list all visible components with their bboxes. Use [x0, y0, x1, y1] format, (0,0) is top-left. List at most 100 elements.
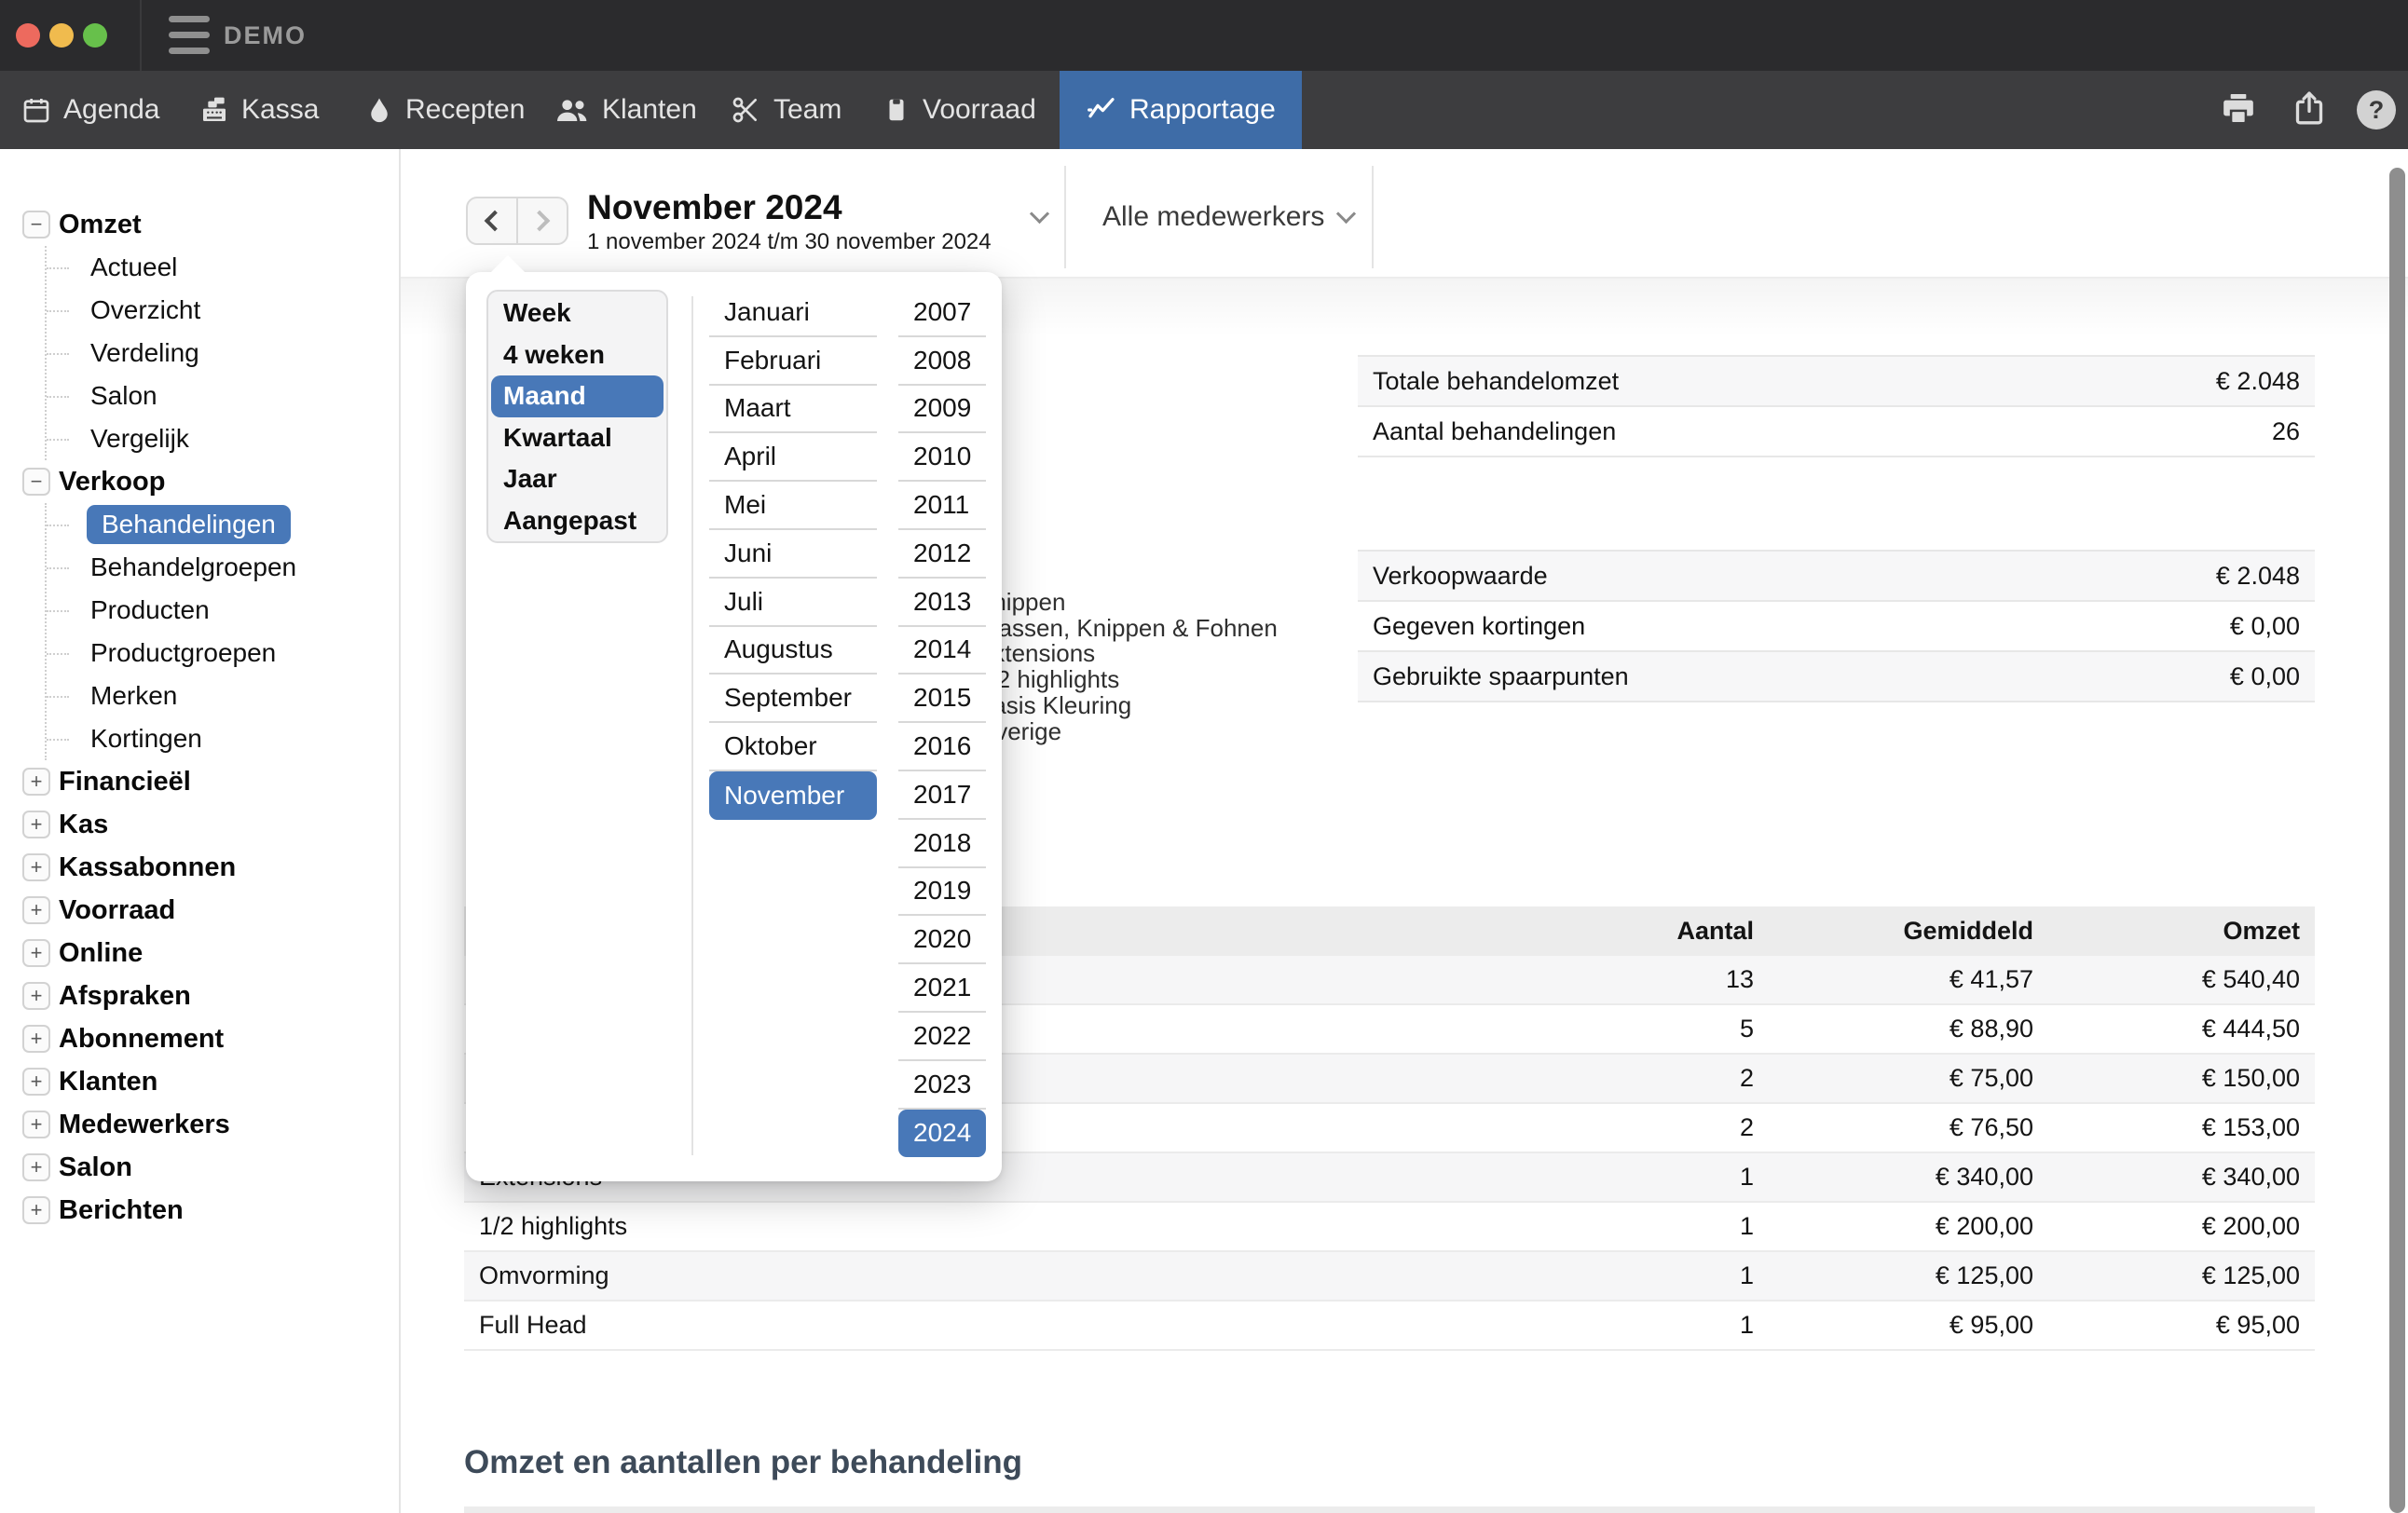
expand-toggle-icon[interactable]: + — [22, 811, 50, 838]
year-option[interactable]: 2008 — [898, 337, 986, 386]
window-close-button[interactable] — [16, 23, 40, 48]
period-type-option[interactable]: Aangepast — [488, 500, 666, 542]
window-zoom-button[interactable] — [83, 23, 107, 48]
month-option[interactable]: Mei — [709, 482, 877, 530]
month-option[interactable]: September — [709, 675, 877, 723]
year-option[interactable]: 2013 — [898, 579, 986, 627]
nav-tab-rapportage[interactable]: Rapportage — [1060, 71, 1302, 149]
help-button[interactable]: ? — [2357, 71, 2396, 149]
year-option[interactable]: 2023 — [898, 1061, 986, 1110]
expand-toggle-icon[interactable]: + — [22, 939, 50, 967]
sidebar-item[interactable]: Merken — [47, 675, 399, 717]
sidebar-section[interactable]: + Voorraad — [22, 889, 399, 932]
window-minimize-button[interactable] — [49, 23, 74, 48]
vertical-scrollbar-thumb[interactable] — [2389, 168, 2405, 1513]
sidebar-section[interactable]: + Berichten — [22, 1189, 399, 1232]
stats-label: Gegeven kortingen — [1373, 612, 1585, 641]
month-option[interactable]: Augustus — [709, 627, 877, 675]
sidebar-item[interactable]: Salon — [47, 375, 399, 417]
month-option[interactable]: November — [709, 771, 877, 820]
period-type-option[interactable]: 4 weken — [488, 334, 666, 376]
year-option[interactable]: 2010 — [898, 433, 986, 482]
sidebar-item[interactable]: Actueel — [47, 246, 399, 289]
hamburger-menu-icon[interactable] — [169, 16, 210, 55]
sidebar-item[interactable]: Verdeling — [47, 332, 399, 375]
period-type-option[interactable]: Jaar — [488, 458, 666, 500]
year-option[interactable]: 2021 — [898, 964, 986, 1013]
year-option[interactable]: 2024 — [898, 1110, 986, 1158]
sidebar-item[interactable]: Producten — [47, 589, 399, 632]
year-option[interactable]: 2009 — [898, 386, 986, 434]
month-option[interactable]: Oktober — [709, 723, 877, 771]
expand-toggle-icon[interactable]: + — [22, 896, 50, 924]
month-option[interactable]: Januari — [709, 289, 877, 337]
employee-filter-dropdown[interactable]: Alle medewerkers — [1102, 201, 1324, 233]
year-option[interactable]: 2017 — [898, 771, 986, 820]
nav-tab-recepten[interactable]: Recepten — [365, 71, 525, 149]
nav-tab-agenda[interactable]: Agenda — [21, 71, 159, 149]
nav-tab-kassa[interactable]: Kassa — [199, 71, 319, 149]
period-type-option[interactable]: Kwartaal — [488, 417, 666, 459]
omzet-cell: € 340,00 — [2033, 1163, 2300, 1192]
period-type-option[interactable]: Week — [488, 293, 666, 334]
month-option[interactable]: Juli — [709, 579, 877, 627]
expand-toggle-icon[interactable]: + — [22, 982, 50, 1010]
sidebar-section[interactable]: + Abonnement — [22, 1017, 399, 1060]
year-option[interactable]: 2014 — [898, 627, 986, 675]
sidebar-section[interactable]: + Online — [22, 932, 399, 975]
year-option[interactable]: 2011 — [898, 482, 986, 530]
month-list: Januari Februari Maart April Mei Juni Ju… — [709, 289, 877, 820]
month-option[interactable]: Juni — [709, 530, 877, 579]
year-option[interactable]: 2007 — [898, 289, 986, 337]
expand-toggle-icon[interactable]: + — [22, 768, 50, 796]
previous-period-button[interactable] — [468, 198, 516, 243]
expand-toggle-icon[interactable]: + — [22, 1025, 50, 1053]
year-option[interactable]: 2012 — [898, 530, 986, 579]
sidebar-item[interactable]: Kortingen — [47, 717, 399, 760]
nav-tab-voorraad[interactable]: Voorraad — [882, 71, 1036, 149]
collapse-toggle-icon[interactable]: − — [22, 211, 50, 239]
collapse-toggle-icon[interactable]: − — [22, 468, 50, 496]
year-option[interactable]: 2016 — [898, 723, 986, 771]
nav-tab-klanten[interactable]: Klanten — [554, 71, 697, 149]
main-navbar: Agenda Kassa Recepten Klanten Team — [0, 71, 2408, 149]
share-button[interactable] — [2291, 71, 2328, 149]
expand-toggle-icon[interactable]: + — [22, 853, 50, 881]
sidebar-section[interactable]: + Financieël — [22, 760, 399, 803]
period-type-option[interactable]: Maand — [491, 375, 664, 417]
sidebar-section[interactable]: + Medewerkers — [22, 1103, 399, 1146]
year-option[interactable]: 2019 — [898, 868, 986, 917]
aantal-cell: 1 — [1484, 1212, 1754, 1241]
sidebar-section-omzet[interactable]: − Omzet — [22, 203, 399, 246]
sidebar-section[interactable]: + Kas — [22, 803, 399, 846]
sidebar-item[interactable]: Vergelijk — [47, 417, 399, 460]
sidebar-section[interactable]: + Klanten — [22, 1060, 399, 1103]
chart-line-icon — [1086, 95, 1117, 125]
sidebar-item[interactable]: Productgroepen — [47, 632, 399, 675]
year-option[interactable]: 2015 — [898, 675, 986, 723]
month-option[interactable]: Februari — [709, 337, 877, 386]
next-period-button[interactable] — [516, 198, 567, 243]
expand-toggle-icon[interactable]: + — [22, 1111, 50, 1138]
expand-toggle-icon[interactable]: + — [22, 1068, 50, 1096]
report-sidebar: − Omzet Actueel Overzicht Verdeling Salo… — [0, 149, 401, 1513]
sidebar-section[interactable]: + Kassabonnen — [22, 846, 399, 889]
nav-tab-team[interactable]: Team — [730, 71, 841, 149]
year-option[interactable]: 2020 — [898, 916, 986, 964]
sidebar-item[interactable]: Behandelingen — [47, 503, 399, 546]
sidebar-item[interactable]: Overzicht — [47, 289, 399, 332]
sidebar-section-verkoop[interactable]: − Verkoop — [22, 460, 399, 503]
year-option[interactable]: 2022 — [898, 1013, 986, 1061]
month-option[interactable]: April — [709, 433, 877, 482]
sidebar-section[interactable]: + Afspraken — [22, 975, 399, 1017]
period-title[interactable]: November 2024 — [587, 188, 842, 227]
sidebar-section[interactable]: + Salon — [22, 1146, 399, 1189]
year-option[interactable]: 2018 — [898, 820, 986, 868]
expand-toggle-icon[interactable]: + — [22, 1153, 50, 1181]
month-option[interactable]: Maart — [709, 386, 877, 434]
gemiddeld-cell: € 340,00 — [1754, 1163, 2033, 1192]
sidebar-item[interactable]: Behandelgroepen — [47, 546, 399, 589]
print-button[interactable] — [2218, 71, 2259, 149]
treatment-stats-table: Totale behandelomzet € 2.048 Aantal beha… — [1358, 355, 2315, 457]
expand-toggle-icon[interactable]: + — [22, 1196, 50, 1224]
